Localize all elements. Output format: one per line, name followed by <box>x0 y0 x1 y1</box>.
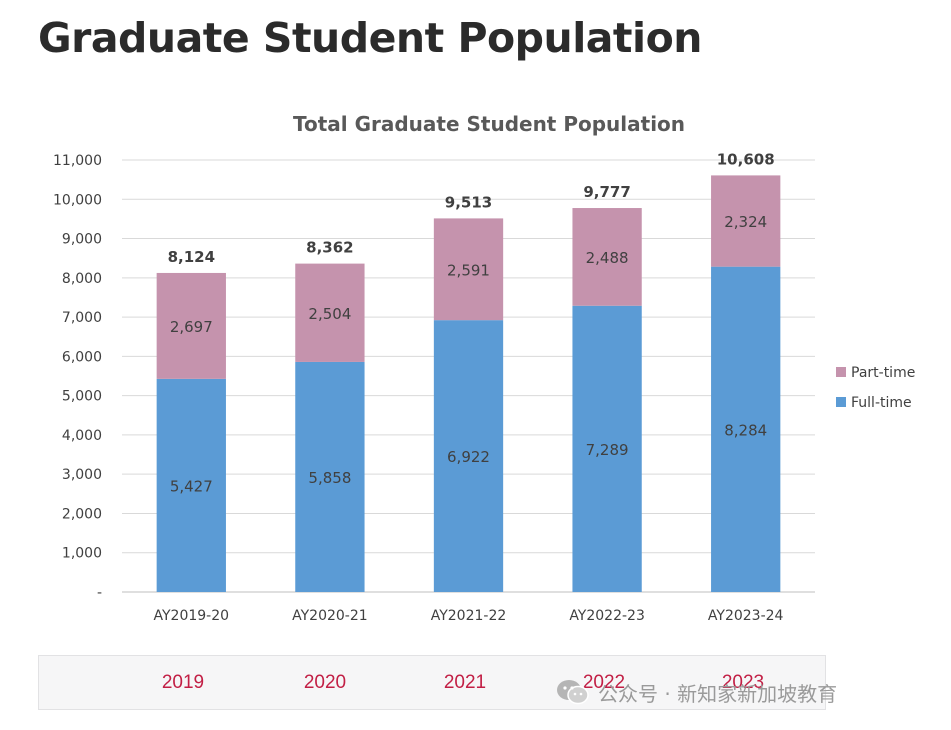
y-tick-label: 5,000 <box>62 389 102 405</box>
data-label: 7,289 <box>586 441 629 459</box>
legend-label-part-time: Part-time <box>851 365 915 381</box>
total-label: 9,513 <box>445 193 492 211</box>
wechat-icon <box>557 680 589 705</box>
total-label: 10,608 <box>717 150 775 168</box>
bar-part-time-ay2022-23 <box>572 208 642 306</box>
data-label: 2,591 <box>447 261 490 279</box>
year-label-2019: 2019 <box>161 672 205 693</box>
year-label-2022: 2022 <box>582 672 626 693</box>
data-label: 8,284 <box>724 421 767 439</box>
data-label: 2,488 <box>586 249 629 267</box>
bar-part-time-ay2021-22 <box>433 218 504 321</box>
legend-label-full-time: Full-time <box>851 395 912 411</box>
bar-part-time-ay2020-21 <box>295 263 365 362</box>
bar-part-time-ay2023-24 <box>711 175 781 267</box>
y-tick-label: - <box>97 585 102 601</box>
bar-full-time-ay2019-20 <box>156 378 226 592</box>
chart-title: Total Graduate Student Population <box>293 112 685 136</box>
watermark-text: 公众号 · 新知家新加坡教育 <box>598 681 838 706</box>
x-tick-label: AY2022-23 <box>569 608 645 624</box>
watermark: 公众号 · 新知家新加坡教育 <box>556 676 837 708</box>
data-label: 2,697 <box>170 318 213 336</box>
y-tick-label: 2,000 <box>62 506 102 522</box>
bar-full-time-ay2022-23 <box>572 305 642 592</box>
data-label: 6,922 <box>447 448 490 466</box>
year-strip: 2019 2020 2021 2022 2023 <box>38 655 826 710</box>
stacked-bar-chart: Total Graduate Student Population 5,427 2… <box>53 112 915 624</box>
y-tick-label: 6,000 <box>62 349 102 365</box>
total-label: 9,777 <box>583 183 630 201</box>
y-tick-label: 1,000 <box>62 546 102 562</box>
total-label: 8,362 <box>306 239 353 257</box>
data-label: 5,427 <box>170 477 213 495</box>
page-title: Graduate Student Population <box>38 14 702 62</box>
legend-swatch-part-time <box>836 367 846 377</box>
bar-part-time-ay2019-20 <box>156 272 226 379</box>
data-label: 2,504 <box>308 305 351 323</box>
y-tick-label: 4,000 <box>62 428 102 444</box>
bar-full-time-ay2023-24 <box>711 266 781 592</box>
x-tick-label: AY2020-21 <box>292 608 368 624</box>
x-tick-label: AY2019-20 <box>154 608 230 624</box>
year-label-2021: 2021 <box>443 672 487 693</box>
y-tick-label: 3,000 <box>62 467 102 483</box>
data-label: 5,858 <box>308 469 351 487</box>
bar-full-time-ay2021-22 <box>433 320 504 592</box>
year-label-2020: 2020 <box>303 672 347 693</box>
y-tick-label: 9,000 <box>62 232 102 248</box>
legend-swatch-full-time <box>836 397 846 407</box>
y-tick-label: 7,000 <box>62 310 102 326</box>
x-tick-label: AY2023-24 <box>708 608 784 624</box>
data-label: 2,324 <box>724 213 767 231</box>
year-label-2023: 2023 <box>721 672 765 693</box>
bar-full-time-ay2020-21 <box>295 361 365 592</box>
x-tick-label: AY2021-22 <box>431 608 507 624</box>
y-tick-label: 11,000 <box>53 153 102 169</box>
total-label: 8,124 <box>168 248 215 266</box>
y-tick-label: 10,000 <box>53 192 102 208</box>
y-tick-label: 8,000 <box>62 271 102 287</box>
